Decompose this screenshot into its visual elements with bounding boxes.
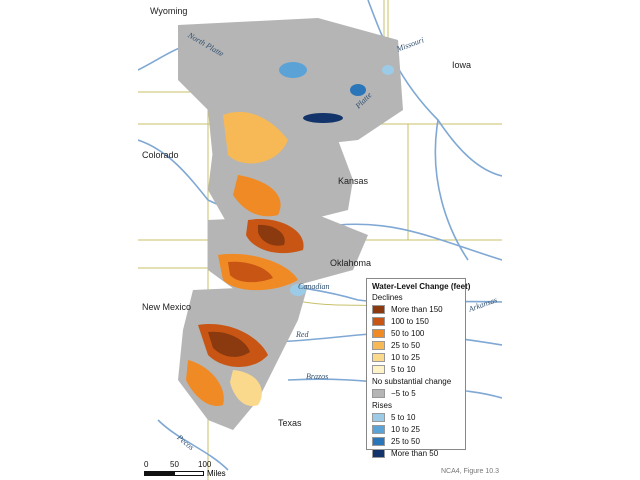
legend-label: 25 to 50 xyxy=(391,340,420,350)
label-kansas: Kansas xyxy=(338,176,369,186)
legend-item: More than 50 xyxy=(372,447,460,459)
legend-label: 100 to 150 xyxy=(391,316,429,326)
legend-item: 10 to 25 xyxy=(372,351,460,363)
legend-label: 25 to 50 xyxy=(391,436,420,446)
map-panel: Wyoming Iowa Colorado Kansas Oklahoma Ne… xyxy=(138,0,502,480)
legend-declines-heading: Declines xyxy=(372,293,403,302)
rise-areas xyxy=(279,62,394,296)
scale-unit: Miles xyxy=(207,469,226,478)
label-colorado: Colorado xyxy=(142,150,179,160)
legend-swatch xyxy=(372,328,385,338)
scale-tick: 0 xyxy=(144,460,149,469)
label-oklahoma: Oklahoma xyxy=(330,258,372,268)
label-wyoming: Wyoming xyxy=(150,6,188,16)
legend-swatch xyxy=(372,448,385,458)
label-red: Red xyxy=(296,330,309,339)
legend-swatch xyxy=(372,352,385,362)
legend-label: 10 to 25 xyxy=(391,424,420,434)
legend-item: 100 to 150 xyxy=(372,315,460,327)
legend-label: 50 to 100 xyxy=(391,328,425,338)
legend-item: 5 to 10 xyxy=(372,363,460,375)
legend-label: More than 50 xyxy=(391,448,439,458)
legend-item: 25 to 50 xyxy=(372,435,460,447)
aquifer-map xyxy=(138,0,502,480)
legend: Water-Level Change (feet) Declines More … xyxy=(366,278,471,458)
legend-swatch xyxy=(372,316,385,326)
legend-swatch xyxy=(372,436,385,446)
scale-segment xyxy=(144,471,174,476)
legend-swatch xyxy=(372,412,385,422)
legend-item: 10 to 25 xyxy=(372,423,460,435)
legend-label: −5 to 5 xyxy=(391,388,416,398)
legend-item: More than 150 xyxy=(372,303,460,315)
scale-tick: 50 xyxy=(170,460,179,469)
legend-swatch xyxy=(372,304,385,314)
scale-segment xyxy=(174,471,204,476)
legend-swatch xyxy=(372,388,385,398)
legend-label: 5 to 10 xyxy=(391,412,416,422)
legend-title: Water-Level Change (feet) xyxy=(372,282,471,291)
legend-label: More than 150 xyxy=(391,304,443,314)
label-brazos: Brazos xyxy=(306,372,329,381)
legend-swatch xyxy=(372,340,385,350)
label-new-mexico: New Mexico xyxy=(142,302,192,312)
legend-item: −5 to 5 xyxy=(372,387,460,399)
scale-bar-graphic: Miles xyxy=(144,469,226,478)
legend-swatch xyxy=(372,424,385,434)
legend-item: 5 to 10 xyxy=(372,411,460,423)
legend-rises-list: 5 to 10 10 to 25 25 to 50 More than 50 xyxy=(372,411,460,459)
scale-tick: 100 xyxy=(198,460,212,469)
decline-areas xyxy=(186,111,304,406)
figure-caption: NCA4, Figure 10.3 xyxy=(441,468,499,475)
scale-bar: 0 50 100 Miles xyxy=(144,460,226,478)
scale-ticks: 0 50 100 xyxy=(144,460,226,470)
label-texas: Texas xyxy=(278,418,302,428)
legend-item: 25 to 50 xyxy=(372,339,460,351)
legend-rises-heading: Rises xyxy=(372,401,393,410)
legend-declines-list: More than 150 100 to 150 50 to 100 25 to… xyxy=(372,303,460,375)
legend-item: 50 to 100 xyxy=(372,327,460,339)
legend-no-change-heading: No substantial change xyxy=(372,377,452,386)
legend-label: 5 to 10 xyxy=(391,364,416,374)
label-iowa: Iowa xyxy=(452,60,472,70)
legend-label: 10 to 25 xyxy=(391,352,420,362)
legend-swatch xyxy=(372,364,385,374)
label-canadian: Canadian xyxy=(298,282,330,291)
